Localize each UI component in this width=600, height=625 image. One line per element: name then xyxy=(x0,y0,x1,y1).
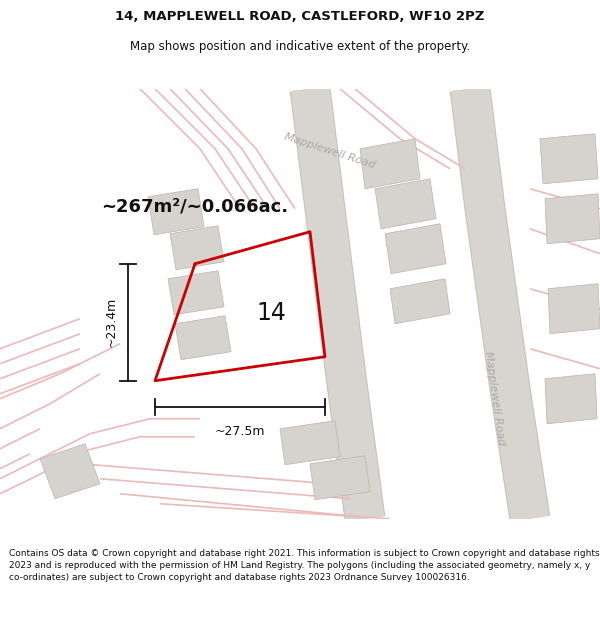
Text: Contains OS data © Crown copyright and database right 2021. This information is : Contains OS data © Crown copyright and d… xyxy=(9,549,599,582)
Polygon shape xyxy=(545,194,600,244)
Polygon shape xyxy=(168,271,224,315)
Polygon shape xyxy=(170,226,224,270)
Text: ~267m²/~0.066ac.: ~267m²/~0.066ac. xyxy=(101,198,289,216)
Polygon shape xyxy=(390,279,450,324)
Polygon shape xyxy=(280,421,340,465)
Text: 14: 14 xyxy=(256,301,286,325)
Text: 14, MAPPLEWELL ROAD, CASTLEFORD, WF10 2PZ: 14, MAPPLEWELL ROAD, CASTLEFORD, WF10 2P… xyxy=(115,9,485,22)
Polygon shape xyxy=(548,284,600,334)
Polygon shape xyxy=(375,179,436,229)
Text: Mapplewell Road: Mapplewell Road xyxy=(484,351,506,446)
Polygon shape xyxy=(545,374,597,424)
Polygon shape xyxy=(310,456,370,500)
Polygon shape xyxy=(540,134,598,184)
Text: ~23.4m: ~23.4m xyxy=(105,297,118,348)
Text: Map shows position and indicative extent of the property.: Map shows position and indicative extent… xyxy=(130,40,470,52)
Polygon shape xyxy=(175,316,231,360)
Text: Mapplewell Road: Mapplewell Road xyxy=(283,131,377,170)
Polygon shape xyxy=(40,444,100,499)
Polygon shape xyxy=(148,189,204,235)
Polygon shape xyxy=(385,224,446,274)
Text: ~27.5m: ~27.5m xyxy=(215,425,265,438)
Polygon shape xyxy=(360,139,420,189)
